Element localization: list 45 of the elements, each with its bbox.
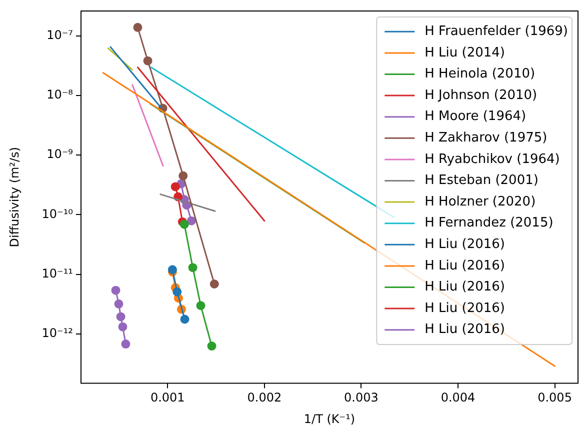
point [178, 171, 188, 180]
legend-label: H Holzner (2020) [424, 194, 536, 210]
y-tick-label: 10⁻⁹ [46, 147, 74, 162]
legend-label: H Liu (2014) [424, 45, 506, 60]
legend-label: H Liu (2016) [424, 300, 506, 316]
point [188, 263, 198, 272]
y-axis-title: Diffusivity (m²/s) [7, 146, 22, 248]
legend-label: H Liu (2016) [424, 258, 506, 274]
point [143, 56, 152, 66]
legend-label: H Liu (2016) [424, 280, 506, 295]
legend-label: H Liu (2016) [424, 322, 506, 338]
x-tick-label: 0.003 [344, 390, 378, 405]
legend-label: H Frauenfelder (1969) [424, 24, 568, 40]
legend-label: H Moore (1964) [424, 109, 526, 124]
y-tick-label: 10⁻¹⁰ [42, 206, 74, 221]
point [172, 287, 182, 296]
point [207, 342, 216, 351]
legend-label: H Esteban (2001) [424, 173, 538, 188]
legend-label: H Ryabchikov (1964) [424, 152, 560, 167]
point [114, 299, 124, 308]
y-tick-label: 10⁻¹¹ [42, 266, 74, 281]
point [210, 280, 219, 289]
legend-label: H Zakharov (1975) [424, 130, 548, 146]
point [196, 301, 206, 310]
point [118, 322, 128, 332]
point [180, 314, 190, 324]
point [121, 340, 130, 349]
point [170, 182, 180, 192]
legend-label: H Johnson (2010) [424, 88, 538, 103]
x-tick-label: 0.004 [440, 390, 476, 405]
point [186, 216, 196, 226]
x-tick-label: 0.005 [538, 390, 572, 405]
point [111, 286, 120, 295]
x-tick-label: 0.002 [247, 390, 282, 405]
legend-label: H Liu (2016) [424, 237, 506, 252]
legend-label: H Fernandez (2015) [424, 216, 554, 231]
x-tick-label: 0.001 [150, 390, 185, 405]
y-tick-label: 10⁻⁸ [46, 88, 74, 102]
point [116, 312, 126, 322]
legend-label: H Heinola (2010) [424, 66, 536, 82]
y-tick-label: 10⁻¹² [42, 326, 74, 340]
y-tick-label: 10⁻⁷ [46, 28, 74, 42]
x-axis-title: 1/T (K⁻¹) [304, 412, 356, 426]
point [133, 22, 142, 32]
point [180, 220, 189, 229]
